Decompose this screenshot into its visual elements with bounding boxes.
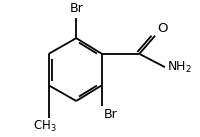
Text: Br: Br <box>69 2 83 15</box>
Text: NH$_2$: NH$_2$ <box>167 60 192 75</box>
Text: CH$_3$: CH$_3$ <box>33 119 57 134</box>
Text: O: O <box>157 22 168 35</box>
Text: Br: Br <box>104 108 118 121</box>
